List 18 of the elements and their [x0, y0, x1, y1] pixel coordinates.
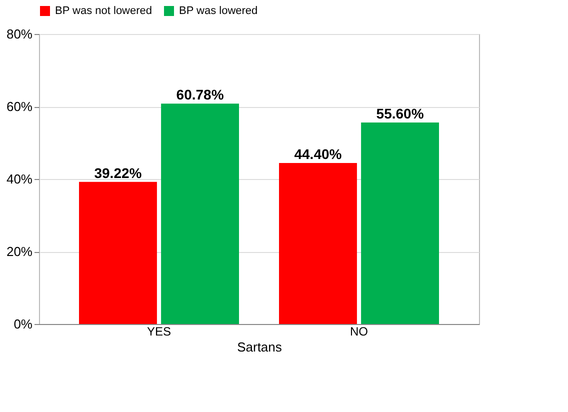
x-tick-label: NO: [350, 324, 368, 338]
y-tick-label: 80%: [6, 26, 33, 42]
legend-label: BP was not lowered: [55, 5, 152, 17]
data-label: 55.60%: [376, 105, 424, 122]
legend-label: BP was lowered: [179, 5, 258, 17]
data-label: 44.40%: [294, 146, 342, 162]
x-axis-title: Sartans: [237, 340, 282, 354]
bar: [79, 182, 157, 324]
data-label: 39.22%: [94, 164, 142, 181]
y-tick-label: 20%: [6, 244, 33, 259]
y-tick-label: 40%: [6, 172, 33, 186]
y-tick-label: 60%: [6, 99, 33, 114]
y-tick-label: 0%: [14, 316, 33, 332]
bar: [361, 122, 439, 324]
bar: [279, 163, 357, 324]
bar: [161, 104, 239, 324]
data-label: 60.78%: [176, 86, 224, 103]
x-tick-label: YES: [146, 324, 172, 338]
